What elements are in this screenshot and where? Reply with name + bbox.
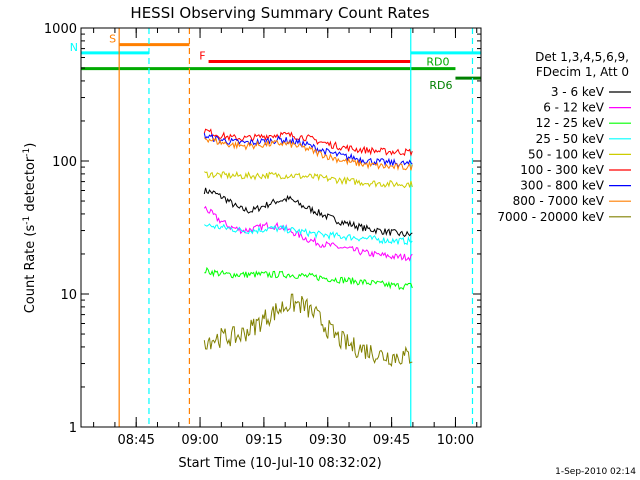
flag-label-n: N [70,41,78,54]
flag-label-rd6: RD6 [429,79,452,92]
y-axis-label: Count Rate (s-1 detector-1) [22,143,38,314]
y-axis-label-exponent-1: -1 [22,216,32,225]
print-timestamp: 1-Sep-2010 02:14 [555,467,636,477]
series-line-1 [203,205,413,262]
y-tick-label: 1 [69,421,77,436]
observing-flags: S N F RD0 RD6 [70,33,481,92]
legend-label: 300 - 800 keV [520,179,604,193]
y-tick-label: 10 [60,288,77,303]
series-line-6 [203,132,413,168]
flag-label-rd0: RD0 [426,56,449,69]
legend-header-line-2: FDecim 1, Att 0 [536,65,629,79]
x-tick-label: 09:45 [373,433,410,448]
y-axis-label-middle: detector [23,156,38,216]
y-tick-label: 100 [52,155,77,170]
legend-label: 7000 - 20000 keV [497,210,604,224]
x-axis-label: Start Time (10-Jul-10 08:32:02) [178,456,381,471]
x-tick-label: 09:00 [181,433,218,448]
series-line-3 [204,223,413,246]
legend-label: 50 - 100 keV [528,147,605,161]
chart-title: HESSI Observing Summary Count Rates [130,4,429,22]
series-line-7 [203,137,413,171]
series-layer [203,128,413,368]
y-axis: 1 10 100 1000 [44,22,481,436]
y-axis-label-prefix: Count Rate (s [23,225,38,314]
x-tick-label: 08:45 [117,433,154,448]
legend-label: 800 - 7000 keV [513,194,605,208]
plot-area-frame [80,27,482,428]
y-axis-label-exponent-2: -1 [22,148,32,157]
flag-label-s: S [109,33,116,46]
x-tick-label: 09:15 [245,433,282,448]
y-tick-label: 1000 [44,22,77,37]
series-line-0 [203,187,413,238]
flag-transition-lines [118,28,474,427]
legend-header-line-1: Det 1,3,4,5,6,9, [535,50,629,64]
legend-label: 6 - 12 keV [543,101,605,115]
flag-label-f: F [199,49,205,62]
x-tick-label: 09:30 [309,433,346,448]
series-line-5 [203,128,413,157]
y-axis-label-suffix: ) [23,143,38,148]
series-line-8 [203,293,413,368]
legend-label: 100 - 300 keV [520,163,604,177]
legend-label: 25 - 50 keV [536,132,605,146]
series-line-2 [204,266,413,291]
x-axis: 08:45 09:00 09:15 09:30 09:45 10:00 [93,28,478,448]
legend-label: 12 - 25 keV [536,116,605,130]
series-line-4 [204,170,413,189]
x-tick-label: 10:00 [437,433,474,448]
legend: Det 1,3,4,5,6,9, FDecim 1, Att 0 3 - 6 k… [497,50,631,224]
legend-label: 3 - 6 keV [551,85,605,99]
